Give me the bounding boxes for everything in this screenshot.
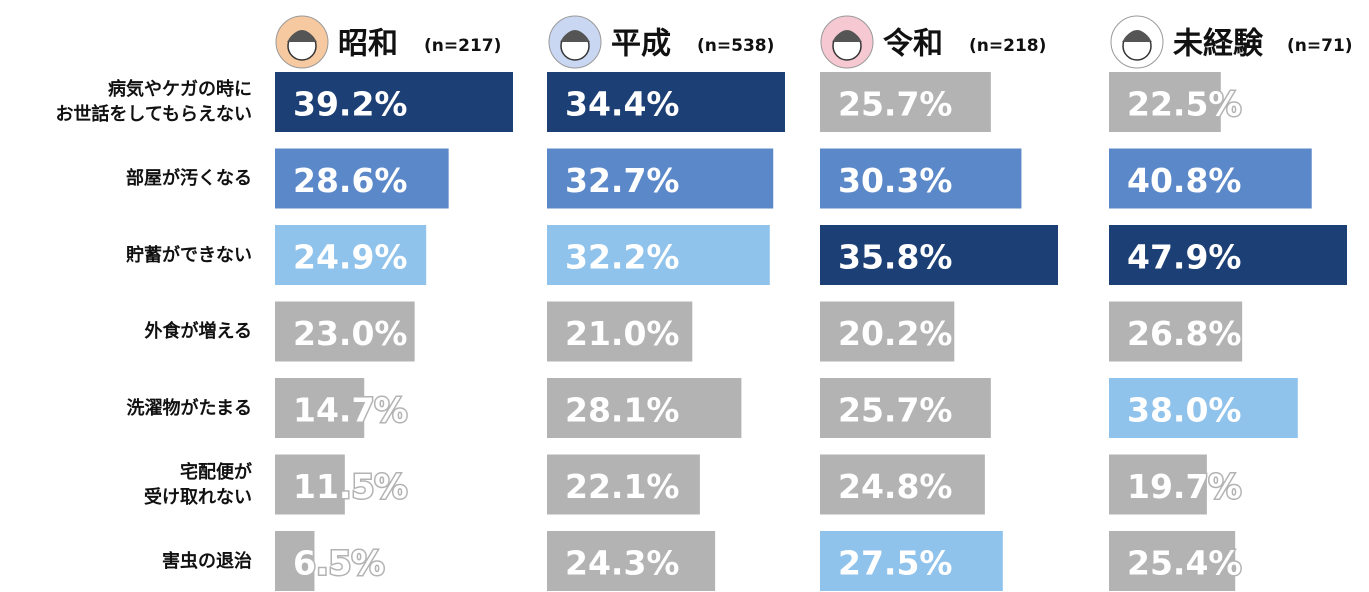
bar: [547, 454, 700, 515]
bar: [820, 454, 985, 515]
bar: [1109, 301, 1243, 362]
panel-title: 未経験: [1173, 27, 1264, 62]
value-label: 26.8%: [1127, 314, 1242, 353]
value-label: 38.0%: [1127, 391, 1242, 430]
value-label: 24.3%: [565, 544, 680, 583]
value-label: 21.0%: [565, 314, 680, 353]
avatar-hair: [832, 30, 862, 42]
category-label: 宅配便が 受け取れない: [144, 461, 252, 508]
value-label: 34.4%: [565, 85, 680, 124]
bar: [547, 225, 770, 285]
value-label: 32.7%: [565, 161, 680, 200]
sample-size: (n=71): [1287, 36, 1353, 56]
value-label: 20.2%: [838, 314, 953, 353]
category-label: 害虫の退治: [162, 550, 252, 572]
value-label: 25.7%: [838, 85, 953, 124]
value-label: 32.2%: [565, 238, 680, 277]
value-label: 30.3%: [838, 161, 953, 200]
avatar-hair: [1122, 30, 1152, 42]
bar: [547, 378, 742, 438]
bar: [275, 378, 365, 438]
bar: [820, 148, 1022, 209]
panel-title: 令和: [883, 27, 943, 62]
bar: [1109, 454, 1207, 515]
bar: [820, 301, 955, 362]
bar: [1109, 225, 1347, 285]
bar: [820, 378, 991, 438]
avatar-hair: [287, 30, 317, 42]
category-label: 貯蓄ができない: [126, 244, 252, 266]
bar: [820, 72, 991, 132]
sample-size: (n=218): [969, 36, 1046, 56]
bar: [1109, 72, 1221, 132]
panel-title: 平成: [611, 27, 671, 62]
value-label: 47.9%: [1127, 238, 1242, 277]
bar: [820, 531, 1003, 591]
value-label: 40.8%: [1127, 161, 1242, 200]
bar: [1109, 378, 1298, 438]
avatar-hair: [560, 30, 590, 42]
value-label: 28.1%: [565, 391, 680, 430]
category-label: 洗濯物がたまる: [126, 397, 252, 419]
value-label: 25.7%: [838, 391, 953, 430]
bar: [547, 148, 774, 209]
bar: [1109, 531, 1236, 591]
sample-size: (n=538): [697, 36, 774, 56]
value-label: 19.7%: [1127, 467, 1242, 506]
bar: [275, 148, 449, 209]
value-label: 27.5%: [838, 544, 953, 583]
value-label: 22.1%: [565, 467, 680, 506]
value-label: 6.5%: [293, 544, 385, 583]
value-label: 35.8%: [838, 238, 953, 277]
panel-title: 昭和: [338, 27, 398, 62]
category-label: 部屋が汚くなる: [126, 168, 252, 189]
bar: [275, 454, 345, 515]
value-label: 25.4%: [1127, 544, 1242, 583]
bar: [820, 225, 1058, 285]
value-label: 28.6%: [293, 161, 408, 200]
value-label: 24.9%: [293, 238, 408, 277]
bar: [275, 301, 415, 362]
value-label: 11.5%: [293, 467, 408, 506]
bar: [1109, 148, 1312, 209]
category-label: 外食が増える: [144, 321, 252, 342]
category-label: 病気やケガの時に お世話をしてもらえない: [55, 79, 252, 125]
value-label: 14.7%: [293, 391, 408, 430]
value-label: 22.5%: [1127, 85, 1242, 124]
bar: [547, 301, 693, 362]
value-label: 23.0%: [293, 314, 408, 353]
bar: [547, 72, 785, 132]
sample-size: (n=217): [424, 36, 501, 56]
bar: [275, 72, 513, 132]
bar: [275, 531, 315, 591]
value-label: 39.2%: [293, 85, 408, 124]
bar: [275, 225, 427, 285]
bar: [547, 531, 716, 591]
value-label: 24.8%: [838, 467, 953, 506]
